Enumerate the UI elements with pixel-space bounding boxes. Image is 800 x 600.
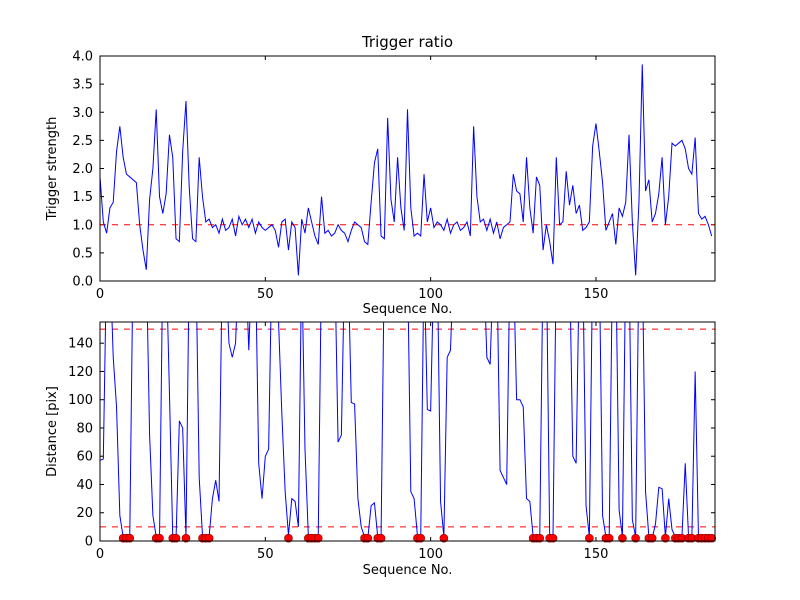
event-dot (313, 533, 323, 543)
x-tick-label: 150 (584, 547, 609, 562)
y-tick-label: 0.0 (72, 275, 93, 290)
event-dot (548, 533, 558, 543)
chart-title: Trigger ratio (361, 33, 453, 51)
data-line (100, 322, 712, 539)
y-tick-label: 20 (76, 506, 93, 521)
event-dot (661, 533, 670, 543)
event-dot (707, 533, 716, 543)
y-tick-label: 0.5 (72, 246, 93, 261)
event-dot (618, 533, 627, 543)
x-tick-label: 50 (257, 287, 274, 302)
event-dot (284, 533, 293, 543)
y-tick-label: 0 (85, 535, 93, 550)
event-dot (125, 533, 135, 543)
event-dot (376, 533, 386, 543)
event-dot (181, 533, 191, 543)
x-tick-label: 100 (418, 287, 443, 302)
y-tick-label: 2.0 (72, 162, 93, 177)
plot-background (100, 322, 715, 541)
x-tick-label: 50 (257, 547, 274, 562)
event-dot (171, 533, 181, 543)
y-tick-label: 40 (76, 478, 93, 493)
y-tick-label: 100 (68, 393, 93, 408)
event-dot (585, 533, 594, 543)
x-tick-label: 0 (96, 287, 104, 302)
x-tick-label: 100 (418, 547, 443, 562)
y-tick-label: 80 (76, 421, 93, 436)
axes-border (99, 321, 716, 542)
event-dot (535, 533, 545, 543)
event-dot (155, 533, 164, 543)
event-dot (647, 533, 657, 543)
y-tick-label: 1.0 (72, 218, 93, 233)
y-tick-label: 4.0 (72, 50, 93, 65)
y-tick-label: 60 (76, 450, 93, 465)
event-dot (631, 533, 640, 543)
plot-background (100, 56, 715, 281)
event-dot (363, 533, 373, 543)
event-dot (604, 533, 614, 543)
y-tick-label: 120 (68, 365, 93, 380)
axes-border (99, 55, 716, 282)
x-tick-label: 150 (584, 287, 609, 302)
y-tick-label: 3.5 (72, 78, 93, 93)
data-line (100, 64, 713, 276)
trigger-ratio-plot: 0 50 100 150 0.0 0.5 1.0 1.5 2.0 2.5 3.0 3.5 4.0 (72, 50, 716, 302)
top-y-axis-label: Trigger strength (45, 117, 60, 222)
distance-plot: 0 50 100 150 0 20 40 60 80 100 120 140 (68, 321, 716, 562)
top-x-axis-label: Sequence No. (363, 302, 453, 317)
bottom-x-axis-label: Sequence No. (363, 563, 453, 578)
x-tick-label: 0 (96, 547, 104, 562)
event-dot (439, 533, 449, 543)
y-tick-label: 3.0 (72, 106, 93, 121)
y-tick-label: 2.5 (72, 134, 93, 149)
bottom-y-axis-label: Distance [pix] (45, 386, 60, 477)
y-tick-label: 1.5 (72, 190, 93, 205)
event-dot (204, 533, 214, 543)
y-tick-label: 140 (68, 337, 93, 352)
event-dot (416, 533, 426, 543)
